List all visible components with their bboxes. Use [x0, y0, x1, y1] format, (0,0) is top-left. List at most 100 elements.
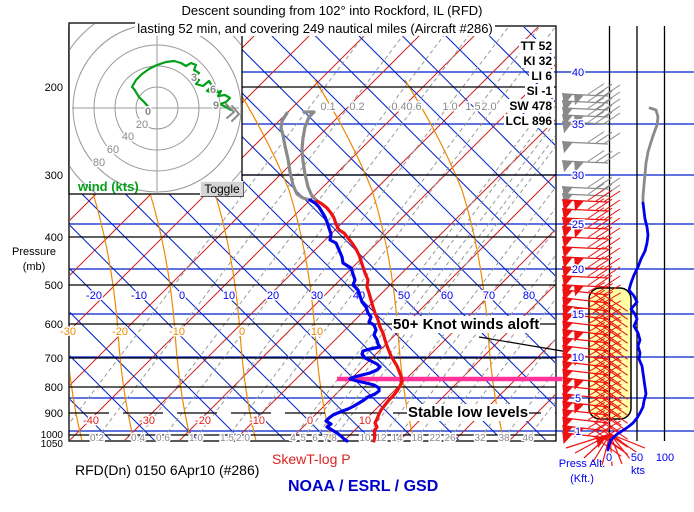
- stability-indices: TT 52 KI 32 LI 6 SI -1 SW 478 LCL 896: [438, 39, 554, 129]
- svg-text:15: 15: [572, 309, 584, 321]
- pressure-axis-unit: (mb): [22, 261, 46, 273]
- svg-text:-10: -10: [131, 290, 147, 302]
- svg-text:2.0: 2.0: [481, 101, 496, 113]
- svg-text:-20: -20: [112, 326, 128, 338]
- svg-text:100: 100: [656, 452, 674, 464]
- page-subtitle: lasting 52 min, and covering 249 nautica…: [135, 21, 495, 36]
- stat-showalter-index: SI -1: [524, 84, 554, 98]
- svg-text:700: 700: [45, 353, 63, 365]
- svg-text:60: 60: [107, 144, 119, 156]
- svg-text:0.1: 0.1: [320, 101, 335, 113]
- svg-text:1: 1: [575, 426, 581, 438]
- stat-total-totals: TT 52: [518, 39, 554, 53]
- svg-text:1.5: 1.5: [220, 433, 234, 444]
- svg-text:5: 5: [300, 433, 306, 444]
- svg-text:25: 25: [572, 219, 584, 231]
- stat-k-index: KI 32: [521, 54, 554, 68]
- svg-text:26: 26: [444, 433, 456, 444]
- annotation-stable-levels: Stable low levels: [407, 404, 530, 421]
- svg-text:500: 500: [45, 280, 63, 292]
- svg-text:8: 8: [331, 433, 337, 444]
- hodograph-toggle-button[interactable]: Toggle: [200, 181, 244, 197]
- svg-text:30: 30: [572, 170, 584, 182]
- svg-text:4: 4: [290, 433, 296, 444]
- svg-text:0: 0: [239, 326, 245, 338]
- svg-text:32: 32: [474, 433, 486, 444]
- svg-text:46: 46: [522, 433, 534, 444]
- svg-text:20: 20: [267, 290, 279, 302]
- svg-text:1.0: 1.0: [442, 101, 457, 113]
- svg-text:30: 30: [311, 290, 323, 302]
- svg-text:200: 200: [45, 82, 63, 94]
- svg-text:60: 60: [441, 290, 453, 302]
- svg-text:7: 7: [323, 433, 329, 444]
- svg-text:0: 0: [606, 452, 612, 464]
- svg-text:0.4: 0.4: [391, 101, 406, 113]
- svg-text:22: 22: [429, 433, 441, 444]
- svg-text:0.2: 0.2: [90, 433, 104, 444]
- svg-text:35: 35: [572, 119, 584, 131]
- svg-text:3: 3: [191, 72, 197, 84]
- svg-text:40: 40: [572, 67, 584, 79]
- svg-text:18: 18: [411, 433, 423, 444]
- svg-text:-30: -30: [139, 415, 155, 427]
- svg-text:10: 10: [359, 433, 371, 444]
- chart-type-label: SkewT-log P: [272, 451, 351, 467]
- svg-text:50: 50: [398, 290, 410, 302]
- sounding-id: RFD(Dn) 0150 6Apr10 (#286): [75, 462, 260, 478]
- svg-text:50: 50: [631, 452, 643, 464]
- svg-text:-10: -10: [249, 415, 265, 427]
- svg-text:-40: -40: [83, 415, 99, 427]
- svg-text:9: 9: [213, 100, 219, 112]
- svg-text:-20: -20: [86, 290, 102, 302]
- svg-text:-30: -30: [60, 326, 76, 338]
- svg-text:5: 5: [575, 393, 581, 405]
- svg-text:10: 10: [311, 326, 323, 338]
- svg-text:14: 14: [391, 433, 403, 444]
- svg-text:0: 0: [145, 106, 151, 118]
- press-alt-axis-unit: (Kft.): [570, 473, 594, 485]
- stat-sweat-index: SW 478: [507, 99, 554, 113]
- svg-text:40: 40: [122, 131, 134, 143]
- svg-text:0: 0: [179, 290, 185, 302]
- svg-text:12: 12: [375, 433, 387, 444]
- svg-text:70: 70: [483, 290, 495, 302]
- kts-axis-title: kts: [630, 465, 646, 477]
- svg-text:1.5: 1.5: [465, 101, 480, 113]
- svg-text:80: 80: [93, 157, 105, 169]
- hodograph-label: wind (kts): [78, 179, 139, 194]
- svg-text:2.0: 2.0: [236, 433, 250, 444]
- svg-text:900: 900: [45, 408, 63, 420]
- svg-text:0.2: 0.2: [349, 101, 364, 113]
- svg-text:38: 38: [498, 433, 510, 444]
- pressure-axis-title: Pressure: [11, 246, 57, 258]
- svg-text:0.6: 0.6: [406, 101, 421, 113]
- svg-text:20: 20: [136, 119, 148, 131]
- svg-text:0.4: 0.4: [131, 433, 145, 444]
- stat-lcl: LCL 896: [503, 114, 554, 128]
- press-alt-axis-title: Press Alt.: [558, 458, 606, 470]
- svg-text:6: 6: [312, 433, 318, 444]
- svg-text:0.6: 0.6: [156, 433, 170, 444]
- svg-text:6: 6: [210, 84, 216, 96]
- svg-text:1.0: 1.0: [189, 433, 203, 444]
- svg-text:400: 400: [45, 232, 63, 244]
- svg-text:20: 20: [572, 264, 584, 276]
- svg-text:10: 10: [572, 352, 584, 364]
- page-title: Descent sounding from 102° into Rockford…: [179, 3, 485, 18]
- annotation-winds-aloft: 50+ Knot winds aloft: [392, 316, 541, 333]
- stat-lifted-index: LI 6: [529, 69, 554, 83]
- svg-text:10: 10: [223, 290, 235, 302]
- svg-text:600: 600: [45, 319, 63, 331]
- svg-text:-10: -10: [169, 326, 185, 338]
- svg-text:10: 10: [359, 415, 371, 427]
- svg-text:1050: 1050: [41, 439, 64, 450]
- svg-text:1000: 1000: [41, 430, 64, 441]
- svg-text:-20: -20: [195, 415, 211, 427]
- svg-text:300: 300: [45, 170, 63, 182]
- svg-text:800: 800: [45, 382, 63, 394]
- svg-text:0: 0: [307, 415, 313, 427]
- svg-text:80: 80: [523, 290, 535, 302]
